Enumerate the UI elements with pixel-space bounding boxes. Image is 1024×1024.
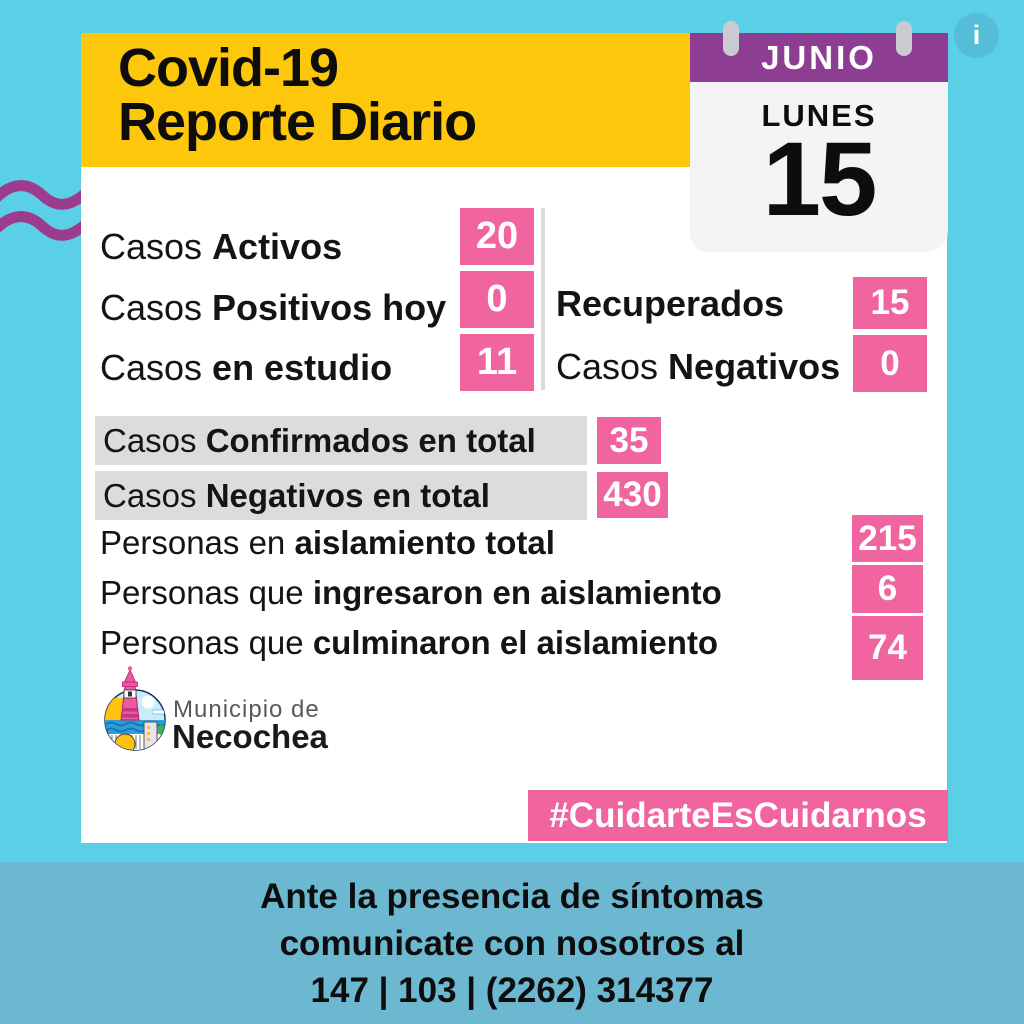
calendar-ring-icon [896, 21, 912, 56]
stat-value-casos-activos: 20 [460, 208, 534, 265]
stat-label-casos-activos: Casos Activos [100, 226, 343, 267]
calendar-day-name: LUNES [761, 98, 877, 133]
wave-decoration-icon [0, 180, 84, 241]
stat-label-casos-positivos-hoy: Casos Positivos hoy [100, 287, 447, 328]
calendar-month: JUNIO [761, 38, 877, 76]
footer-line-1: Ante la presencia de síntomas [260, 876, 764, 916]
calendar-body: LUNES 15 [690, 82, 948, 252]
logo-text-necochea: Necochea [172, 718, 328, 755]
total-bar-confirmados: Casos Confirmados en total [95, 416, 587, 465]
stat-value-recuperados: 15 [853, 277, 927, 329]
hashtag-text: #CuidarteEsCuidarnos [549, 795, 927, 835]
stat-value-ingresaron-aislamiento: 6 [852, 565, 923, 613]
column-divider [541, 208, 545, 390]
stat-value-aislamiento-total: 215 [852, 515, 923, 562]
stat-label-culminaron-aislamiento: Personas que culminaron el aislamiento [100, 624, 719, 661]
info-icon: i [954, 13, 999, 58]
logo-text-municipio: Municipio de [173, 696, 320, 723]
stat-value-casos-positivos-hoy: 0 [460, 271, 534, 328]
stat-label-casos-negativos: Casos Negativos [556, 346, 841, 387]
footer-band: Ante la presencia de síntomas comunicate… [0, 862, 1024, 1024]
stat-label-recuperados: Recuperados [556, 283, 785, 324]
stat-label-aislamiento-total: Personas en aislamiento total [100, 524, 555, 561]
stat-value-casos-en-estudio: 11 [460, 334, 534, 391]
stat-value-negativos-total: 430 [597, 472, 668, 518]
calendar-ring-icon [723, 21, 739, 56]
stat-label-casos-en-estudio: Casos en estudio [100, 347, 393, 388]
stat-value-confirmados-total: 35 [597, 417, 661, 464]
total-bar-negativos: Casos Negativos en total [95, 471, 587, 520]
stat-value-casos-negativos: 0 [853, 335, 927, 392]
calendar-day-number: 15 [762, 121, 878, 238]
footer-phone-numbers: 147 | 103 | (2262) 314377 [310, 970, 714, 1010]
municipio-necochea-logo-icon [104, 666, 166, 751]
page-title: Covid-19 Reporte Diario [118, 38, 477, 152]
title-banner: Covid-19 Reporte Diario [81, 33, 690, 167]
hashtag-banner: #CuidarteEsCuidarnos [528, 790, 948, 841]
stat-label-ingresaron-aislamiento: Personas que ingresaron en aislamiento [100, 574, 722, 611]
footer-line-2: comunicate con nosotros al [279, 923, 745, 963]
stat-value-culminaron-aislamiento: 74 [852, 616, 923, 680]
